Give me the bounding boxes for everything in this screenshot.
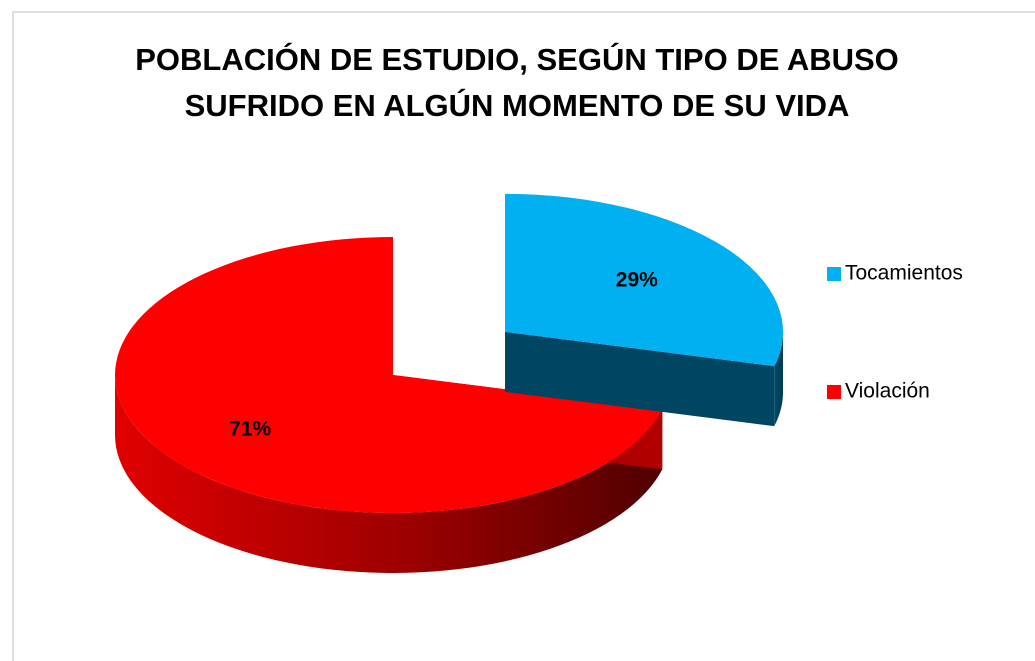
chart-title: SUFRIDO EN ALGÚN MOMENTO DE SU VIDA [185, 87, 850, 123]
legend-swatch [827, 267, 841, 281]
slice [505, 193, 784, 367]
slice-side [774, 331, 784, 427]
data-label: 29% [616, 269, 658, 292]
slice-side [115, 375, 663, 573]
data-label: 71% [229, 418, 271, 441]
legend-label: Violación [845, 380, 930, 403]
chart-title: POBLACIÓN DE ESTUDIO, SEGÚN TIPO DE ABUS… [135, 41, 899, 77]
slice-cut [505, 331, 775, 427]
legend-swatch [827, 385, 841, 399]
legend-label: Tocamientos [845, 262, 963, 285]
slice [114, 237, 663, 513]
